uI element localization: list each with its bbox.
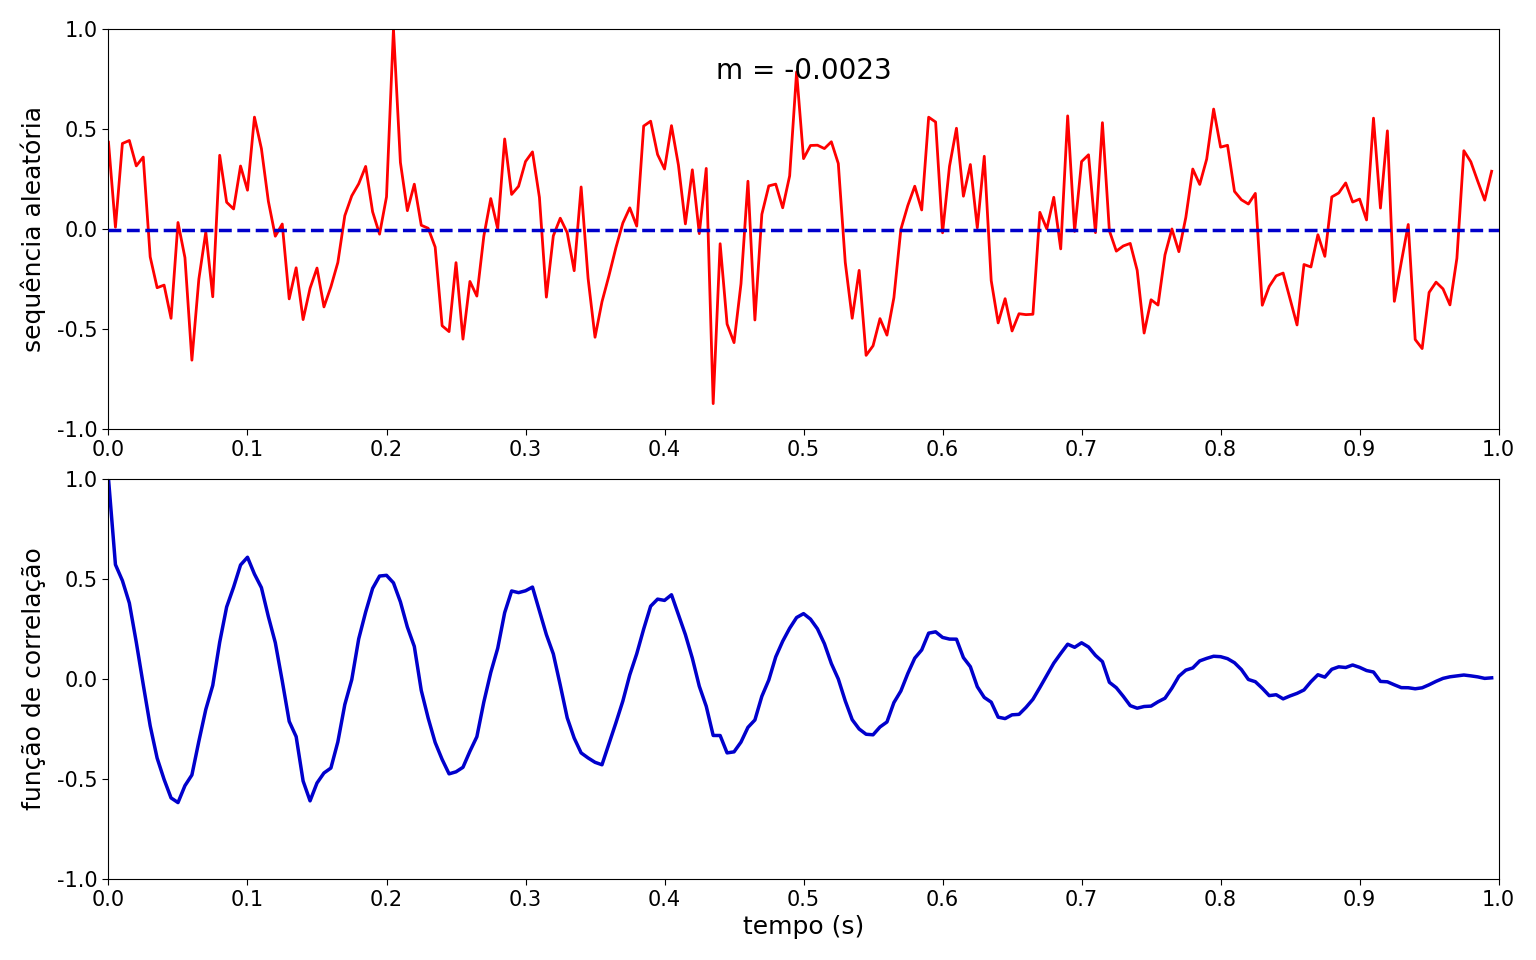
Y-axis label: função de correlação: função de correlação xyxy=(23,547,46,810)
X-axis label: tempo (s): tempo (s) xyxy=(743,915,865,939)
Text: m = -0.0023: m = -0.0023 xyxy=(716,57,891,84)
Y-axis label: sequência aleatória: sequência aleatória xyxy=(22,106,46,352)
